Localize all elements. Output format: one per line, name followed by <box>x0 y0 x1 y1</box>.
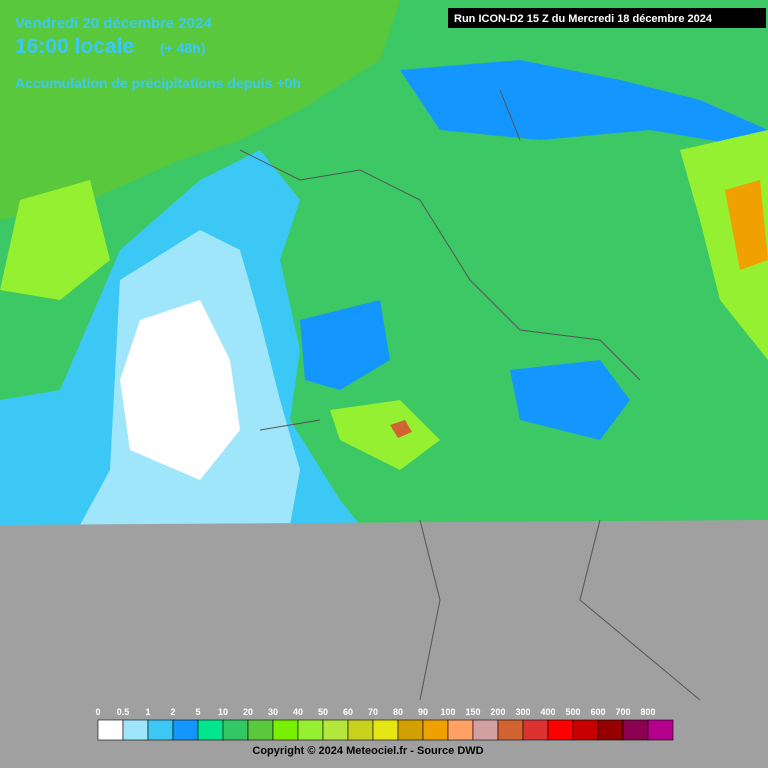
legend-label: 20 <box>243 707 253 717</box>
legend-label: 40 <box>293 707 303 717</box>
legend-label: 90 <box>418 707 428 717</box>
legend-label: 0 <box>95 707 100 717</box>
date: Vendredi 20 décembre 2024 <box>15 15 212 32</box>
precip-zone <box>510 360 630 440</box>
legend-swatch <box>347 719 374 741</box>
copyright: Copyright © 2024 Meteociel.fr - Source D… <box>252 745 483 757</box>
legend-label: 80 <box>393 707 403 717</box>
legend-label: 50 <box>318 707 328 717</box>
legend-swatch <box>272 719 299 741</box>
legend-swatch <box>322 719 349 741</box>
legend-swatch <box>372 719 399 741</box>
run-info: Run ICON-D2 15 Z du Mercredi 18 décembre… <box>454 13 713 25</box>
legend-label: 800 <box>640 707 655 717</box>
subtitle: Accumulation de précipitations depuis +0… <box>15 75 301 91</box>
offset: (+ 48h) <box>160 40 206 56</box>
legend-swatch <box>497 719 524 741</box>
legend-swatch <box>522 719 549 741</box>
legend-label: 500 <box>565 707 580 717</box>
legend-label: 600 <box>590 707 605 717</box>
time: 16:00 locale <box>15 35 134 58</box>
legend-swatch <box>222 719 249 741</box>
legend-swatch <box>597 719 624 741</box>
precip-zone <box>0 180 110 300</box>
legend-label: 100 <box>440 707 455 717</box>
precip-zone <box>0 0 400 220</box>
legend-swatch <box>297 719 324 741</box>
legend-label: 150 <box>465 707 480 717</box>
precip-zone <box>725 180 768 270</box>
precip-zone <box>120 300 240 480</box>
border <box>239 89 701 701</box>
legend-swatch <box>622 719 649 741</box>
legend-swatch <box>122 719 149 741</box>
legend-swatch <box>572 719 599 741</box>
precip-zone <box>300 300 390 390</box>
legend-label: 700 <box>615 707 630 717</box>
run-banner <box>448 8 766 28</box>
precip-zone <box>400 60 768 150</box>
legend: 0 0.5 1 2 5 10 20 30 40 50 60 70 80 90 100 150 200 300 400… <box>95 707 674 741</box>
legend-swatch <box>97 719 124 741</box>
no-data <box>0 520 768 768</box>
legend-label: 10 <box>218 707 228 717</box>
legend-label: 30 <box>268 707 278 717</box>
legend-swatch <box>647 719 674 741</box>
legend-swatch <box>547 719 574 741</box>
legend-label: 0.5 <box>117 707 130 717</box>
legend-swatch <box>472 719 499 741</box>
precip-zone <box>390 420 412 438</box>
legend-swatch <box>147 719 174 741</box>
legend-label: 5 <box>195 707 200 717</box>
legend-label: 200 <box>490 707 505 717</box>
legend-label: 400 <box>540 707 555 717</box>
legend-swatch <box>447 719 474 741</box>
legend-label: 300 <box>515 707 530 717</box>
precip-zone <box>330 400 440 470</box>
legend-swatch <box>247 719 274 741</box>
legend-swatch <box>397 719 424 741</box>
legend-swatch <box>197 719 224 741</box>
legend-swatch <box>422 719 449 741</box>
legend-label: 2 <box>170 707 175 717</box>
legend-label: 60 <box>343 707 353 717</box>
legend-label: 1 <box>145 707 150 717</box>
legend-label: 70 <box>368 707 378 717</box>
legend-swatch <box>172 719 199 741</box>
